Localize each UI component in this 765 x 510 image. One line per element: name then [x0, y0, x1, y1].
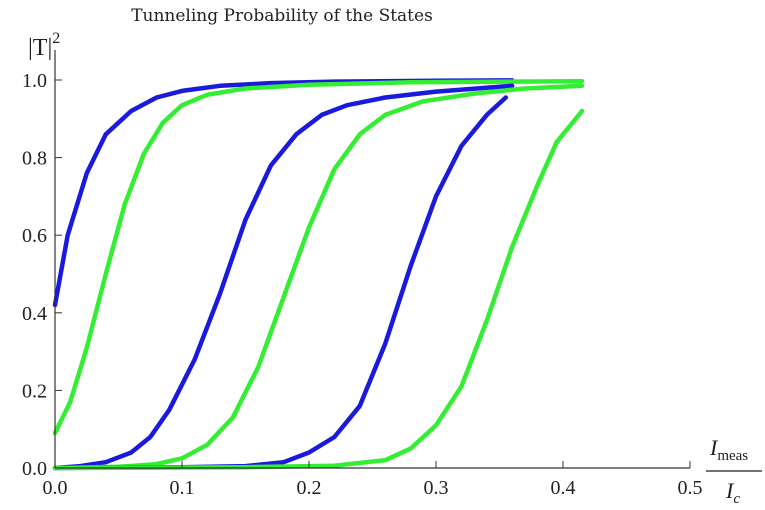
- x-axis-label-denominator-sub: c: [733, 491, 740, 507]
- series-group: [52, 78, 585, 471]
- y-ticks: 0.0 0.2 0.4 0.6 0.8 1.0: [22, 70, 62, 480]
- series-1-line: [52, 78, 515, 308]
- y-tick-label: 0.2: [22, 380, 47, 402]
- x-axis-label-denominator-main: I: [725, 478, 735, 503]
- y-axis-label: |T|2: [28, 30, 60, 61]
- x-ticks: 0.0 0.1 0.2 0.3 0.4 0.5: [43, 461, 703, 499]
- x-axis-label-numerator-sub: meas: [717, 448, 748, 464]
- chart-title: Tunneling Probability of the States: [131, 6, 433, 26]
- x-tick-label: 0.0: [43, 477, 68, 499]
- x-axis-label-denominator: Ic: [725, 478, 740, 507]
- y-tick-label: 1.0: [22, 70, 47, 92]
- x-tick-label: 0.2: [297, 477, 322, 499]
- x-tick-label: 0.3: [424, 477, 449, 499]
- x-tick-label: 0.4: [551, 477, 576, 499]
- y-axis-label-main: |T|: [28, 35, 52, 61]
- series-4-line: [52, 83, 585, 471]
- series-3-line: [52, 83, 515, 471]
- x-axis-label-numerator-main: I: [709, 435, 719, 460]
- y-tick-label: 0.4: [22, 303, 47, 325]
- y-tick-label: 0.8: [22, 148, 47, 170]
- x-tick-label: 0.1: [170, 477, 195, 499]
- y-tick-label: 0.0: [22, 458, 47, 480]
- x-axis-label-numerator: Imeas: [709, 435, 748, 464]
- y-tick-label: 0.6: [22, 225, 47, 247]
- x-tick-label: 0.5: [678, 477, 703, 499]
- series-2-line: [52, 78, 585, 436]
- y-axis-label-sup: 2: [52, 30, 60, 47]
- series-6-line: [52, 108, 585, 471]
